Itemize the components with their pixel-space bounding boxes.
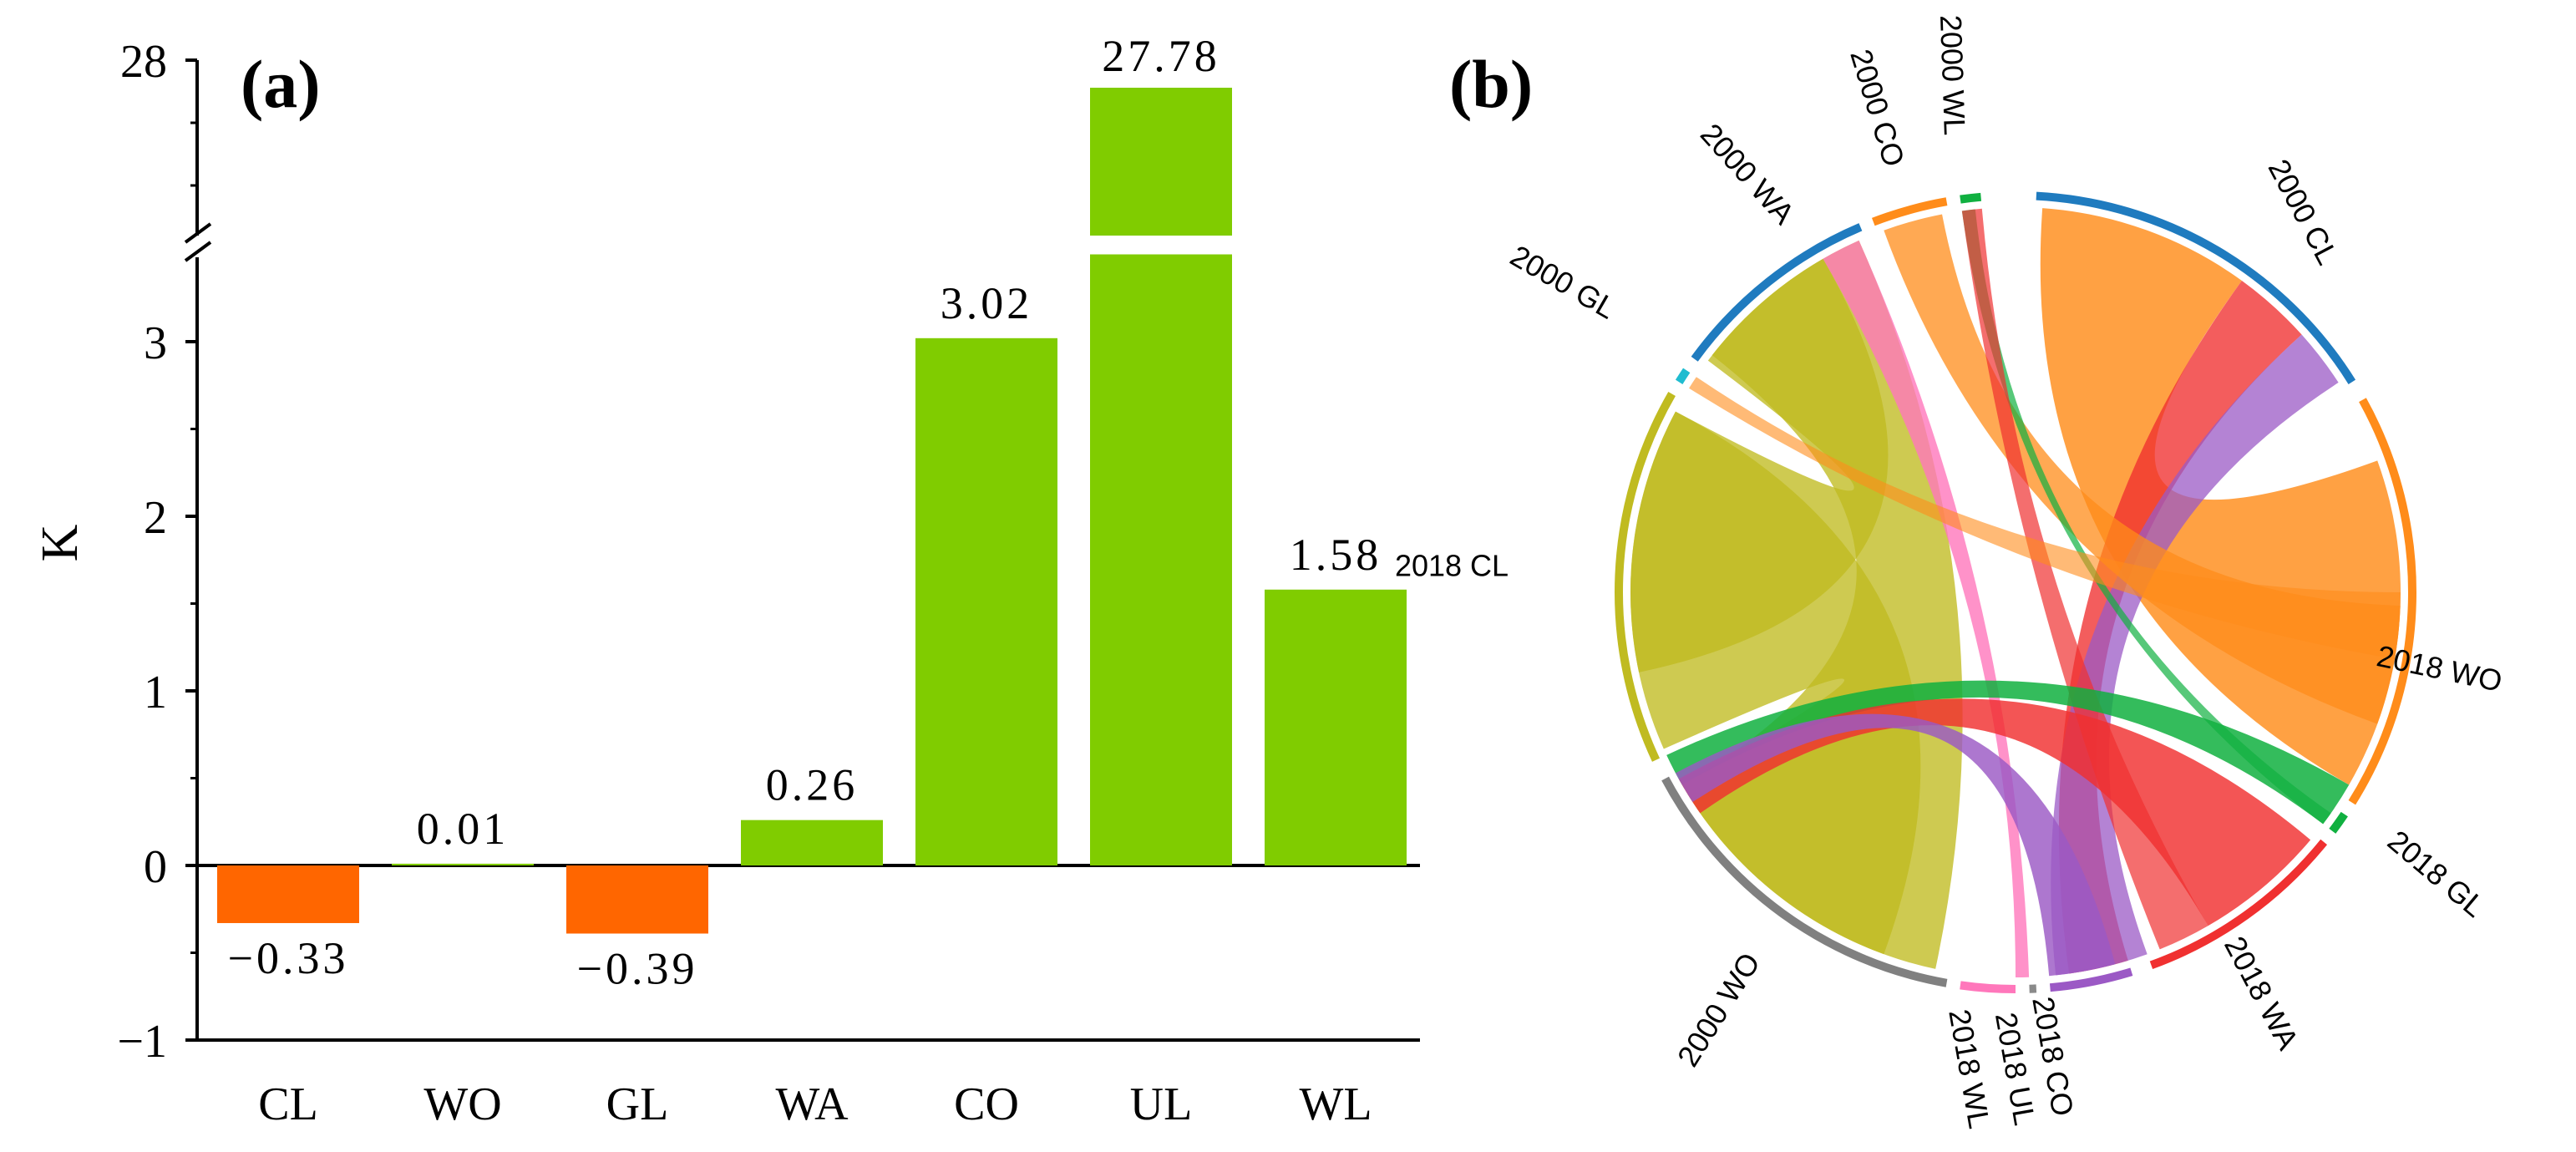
sector-label: 2018 WL (1942, 1007, 1996, 1131)
bar-wa (741, 820, 883, 865)
sector-arc-2000-wo (1661, 776, 1948, 987)
panel-label-b: (b) (1449, 46, 1533, 122)
sector-label: 2018 CL (1395, 549, 1509, 583)
bar-ul-lower (1090, 254, 1232, 865)
bar-gl (566, 865, 708, 934)
bar-value-label: 0.26 (766, 760, 859, 810)
sector-label: 2000 GL (1504, 238, 1621, 326)
sector-arc-2018-cl (1615, 392, 1676, 762)
sector-arc-2018-wa (2149, 839, 2328, 970)
y-ticks: −1 0 1 2 3 28 (117, 36, 197, 1068)
y-tick-label: 3 (144, 317, 167, 369)
sector-label: 2018 WO (2374, 638, 2505, 698)
sector-label: 2000 WA (1694, 117, 1802, 231)
x-tick-label: GL (606, 1078, 669, 1130)
y-tick-label: 1 (144, 667, 167, 718)
bar-value-label: 1.58 (1290, 530, 1382, 580)
sector-arc-2018-wo (2348, 398, 2416, 805)
y-tick-label: 28 (120, 36, 167, 88)
y-tick-label: 0 (144, 841, 167, 893)
sector-arc-2000-wa (1691, 223, 1863, 362)
bar-chart-panel: (a) K −1 0 1 2 3 28 −0.33 0.01 −0.39 0.26 3.02 27.… (32, 31, 1420, 1130)
x-tick-label: CL (258, 1078, 318, 1130)
ribbon-wo-to-cl (1681, 240, 1963, 969)
sector-arc-2000-co (1871, 197, 1948, 226)
bar-value-label: 3.02 (941, 278, 1033, 328)
ribbon-wo-to-wa (1678, 698, 2311, 926)
sector-label: 2018 WA (2218, 931, 2305, 1055)
bar-value-label: −0.33 (228, 933, 349, 983)
chord-ribbons (1630, 208, 2401, 977)
sector-label: 2000 WL (1934, 14, 1972, 135)
sector-arc-2018-co (2049, 967, 2133, 992)
sector-label: 2000 CL (2262, 154, 2345, 270)
y-axis-label: K (32, 524, 89, 561)
panel-label-a: (a) (241, 46, 321, 122)
bar-value-label: 0.01 (417, 804, 510, 854)
sector-arc-2018-gl (2329, 811, 2348, 834)
bars: −0.33 0.01 −0.39 0.26 3.02 27.78 1.58 (217, 31, 1407, 994)
bar-wl (1265, 589, 1407, 865)
sector-label: 2000 CO (1843, 45, 1911, 170)
ribbon-wl-to-wa (1961, 208, 2208, 950)
sector-label: 2018 GL (2381, 824, 2492, 924)
bar-ul-upper (1090, 88, 1232, 236)
x-tick-label: UL (1130, 1078, 1193, 1130)
x-tick-label: WA (775, 1078, 849, 1130)
y-tick-label: 2 (144, 492, 167, 544)
sector-arc-2000-gl (1675, 368, 1691, 384)
bar-wo (392, 863, 534, 865)
bar-value-label: 27.78 (1102, 31, 1220, 81)
ribbon-wo-to-co (1675, 713, 2116, 977)
x-tick-labels: CL WO GL WA CO UL WL (258, 1078, 1372, 1130)
sector-arc-2000-wl (1960, 192, 1982, 204)
x-tick-label: WO (423, 1078, 501, 1130)
chord-sector-arcs (1615, 191, 2416, 993)
sector-arc-2018-wl (1960, 981, 2016, 993)
bar-co (915, 337, 1057, 865)
x-tick-label: WL (1299, 1078, 1372, 1130)
sector-label: 2000 WO (1671, 946, 1767, 1073)
axis-break-mark (184, 222, 212, 262)
sector-arc-2000-cl (2036, 191, 2356, 384)
x-tick-label: CO (954, 1078, 1019, 1130)
bar-value-label: −0.39 (577, 944, 698, 994)
bar-cl (217, 865, 359, 923)
y-tick-label: −1 (117, 1016, 167, 1068)
ribbon-gl-to-wo (1689, 377, 2401, 660)
